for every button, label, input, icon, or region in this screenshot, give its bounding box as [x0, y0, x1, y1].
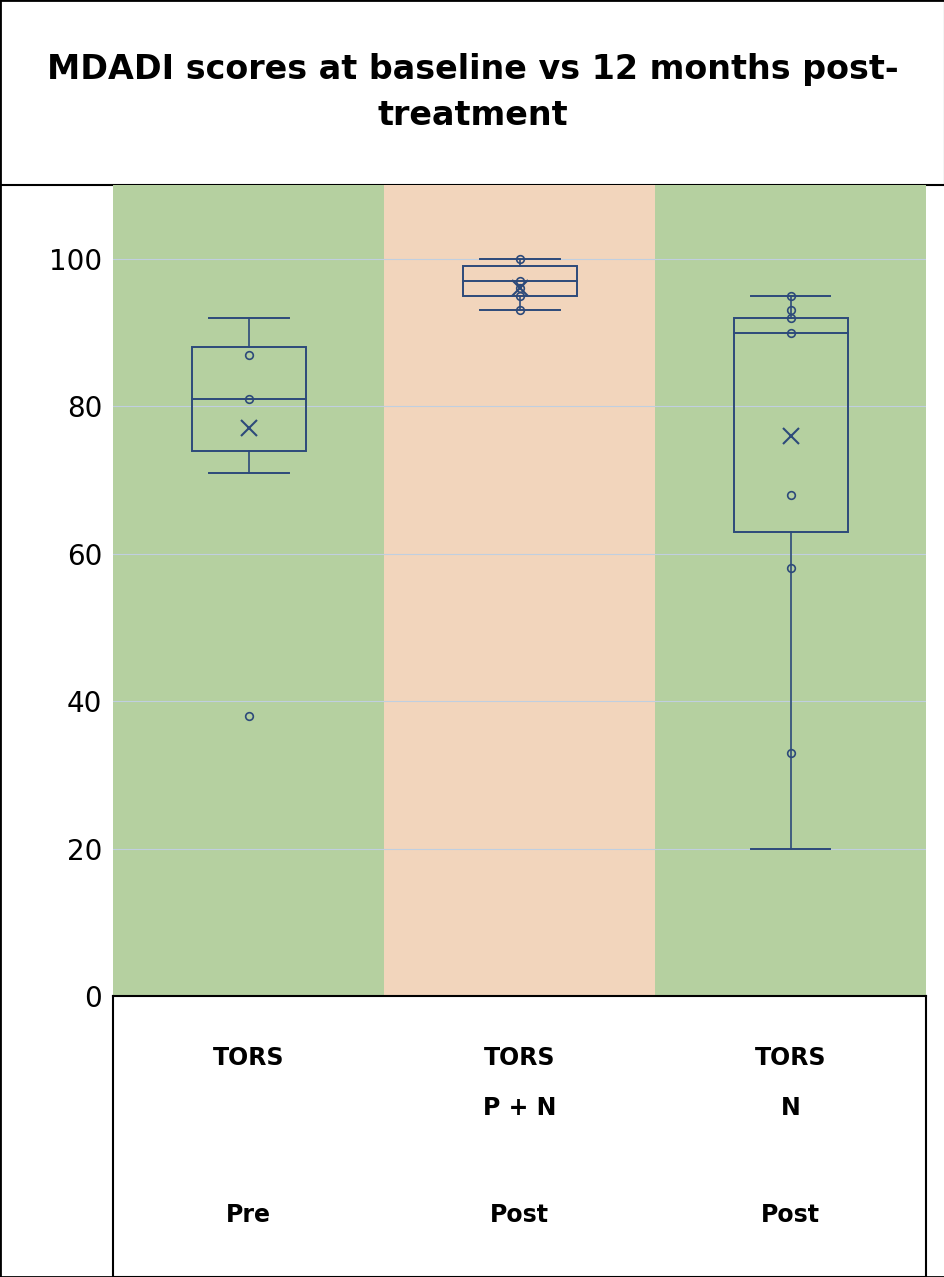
Bar [654, 185, 925, 996]
Text: Post: Post [760, 1203, 819, 1227]
Text: N: N [780, 1097, 800, 1120]
Text: TORS: TORS [213, 1046, 284, 1070]
Text: TORS: TORS [483, 1046, 555, 1070]
Bar [113, 185, 384, 996]
Text: P + N: P + N [482, 1097, 556, 1120]
Text: Post: Post [490, 1203, 548, 1227]
Text: TORS: TORS [754, 1046, 825, 1070]
Bar [192, 347, 306, 451]
Bar [463, 267, 576, 296]
Bar [733, 318, 847, 531]
Bar [384, 185, 654, 996]
Text: Pre: Pre [227, 1203, 271, 1227]
Text: MDADI scores at baseline vs 12 months post-
treatment: MDADI scores at baseline vs 12 months po… [46, 54, 898, 132]
